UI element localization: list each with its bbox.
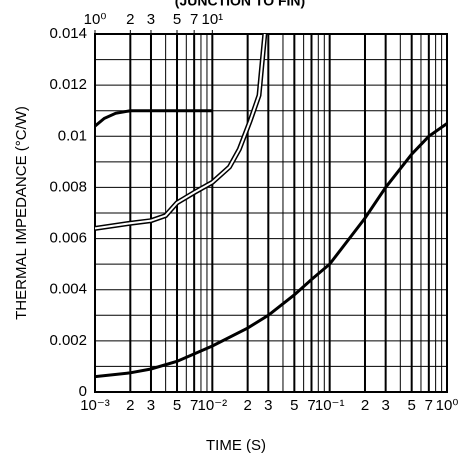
- plot-frame: [94, 33, 448, 393]
- y-tick-label: 0.008: [49, 178, 87, 195]
- x-tick-label: 5: [290, 397, 298, 414]
- x-tick-label: 3: [381, 397, 389, 414]
- series-line: [95, 122, 447, 379]
- y-tick-label: 0.01: [58, 127, 87, 144]
- x2-tick-label: 5: [173, 11, 181, 28]
- series-line: [95, 109, 213, 128]
- x2-tick-label: 3: [147, 11, 155, 28]
- x2-tick-label: 10¹: [201, 11, 223, 28]
- series-line: [95, 33, 268, 231]
- y-tick-label: 0.004: [49, 281, 87, 298]
- x-tick-label: 5: [173, 397, 181, 414]
- x-tick-label: 2: [361, 397, 369, 414]
- x-tick-label: 7: [307, 397, 315, 414]
- y-tick-label: 0: [79, 383, 87, 400]
- x-axis-label: TIME (S): [206, 437, 266, 454]
- x-tick-label: 3: [147, 397, 155, 414]
- y-tick-label: 0.012: [49, 76, 87, 93]
- series-line-inner: [95, 33, 266, 230]
- x2-tick-label: 2: [126, 11, 134, 28]
- y-tick-label: 0.006: [49, 230, 87, 247]
- x-tick-label: 7: [425, 397, 433, 414]
- chart-title: (JUNCTION TO FIN): [175, 0, 305, 9]
- y-axis-label: THERMAL IMPEDANCE (°C/W): [13, 106, 30, 320]
- x-tick-label: 2: [126, 397, 134, 414]
- x-tick-label: 10⁻³: [80, 397, 110, 414]
- x2-tick-label: 7: [190, 11, 198, 28]
- y-tick-label: 0.002: [49, 332, 87, 349]
- x-tick-label: 10⁻²: [198, 397, 228, 414]
- x-tick-label: 5: [408, 397, 416, 414]
- x-tick-label: 10⁰: [436, 397, 459, 414]
- x2-tick-label: 10⁰: [84, 11, 107, 28]
- y-tick-label: 0.014: [49, 25, 87, 42]
- x-tick-label: 3: [264, 397, 272, 414]
- x-tick-label: 7: [190, 397, 198, 414]
- x-tick-label: 2: [243, 397, 251, 414]
- x-tick-label: 10⁻¹: [315, 397, 345, 414]
